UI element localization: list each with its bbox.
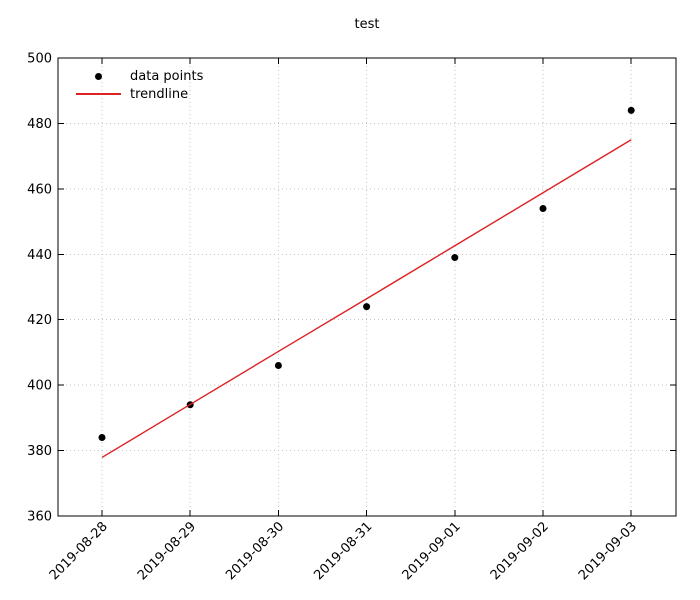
data-point: [274, 362, 282, 370]
data-point: [363, 303, 371, 311]
legend-label-trendline: trendline: [130, 86, 189, 102]
y-tick-label: 480: [27, 117, 52, 132]
y-tick-label: 500: [27, 52, 52, 67]
x-tick-label: 2019-08-28: [47, 519, 111, 583]
y-tick-label: 420: [27, 313, 52, 328]
data-point: [539, 204, 547, 212]
data-point: [98, 433, 106, 441]
legend-item-data-points: data points: [76, 67, 203, 85]
point-marker-icon: [76, 72, 121, 80]
x-tick-label: 2019-08-30: [223, 519, 287, 583]
x-tick-label: 2019-09-03: [576, 519, 640, 583]
x-tick-label: 2019-08-31: [311, 519, 375, 583]
data-point: [451, 254, 459, 262]
y-tick-label: 360: [27, 510, 52, 525]
y-tick-label: 460: [27, 182, 52, 197]
x-tick-label: 2019-09-02: [488, 519, 552, 583]
trendline: [101, 139, 632, 459]
plot-border: [57, 57, 677, 517]
legend: data points trendline: [76, 67, 203, 103]
data-point: [627, 106, 635, 114]
y-tick-label: 380: [27, 444, 52, 459]
y-tick-label: 440: [27, 248, 52, 263]
legend-label-data-points: data points: [130, 68, 204, 84]
legend-item-trendline: trendline: [76, 85, 203, 103]
chart-title: test: [354, 17, 380, 32]
y-tick-label: 400: [27, 379, 52, 394]
x-tick-label: 2019-08-29: [135, 519, 199, 583]
x-tick-label: 2019-09-01: [400, 519, 464, 583]
line-marker-icon: [76, 93, 121, 95]
